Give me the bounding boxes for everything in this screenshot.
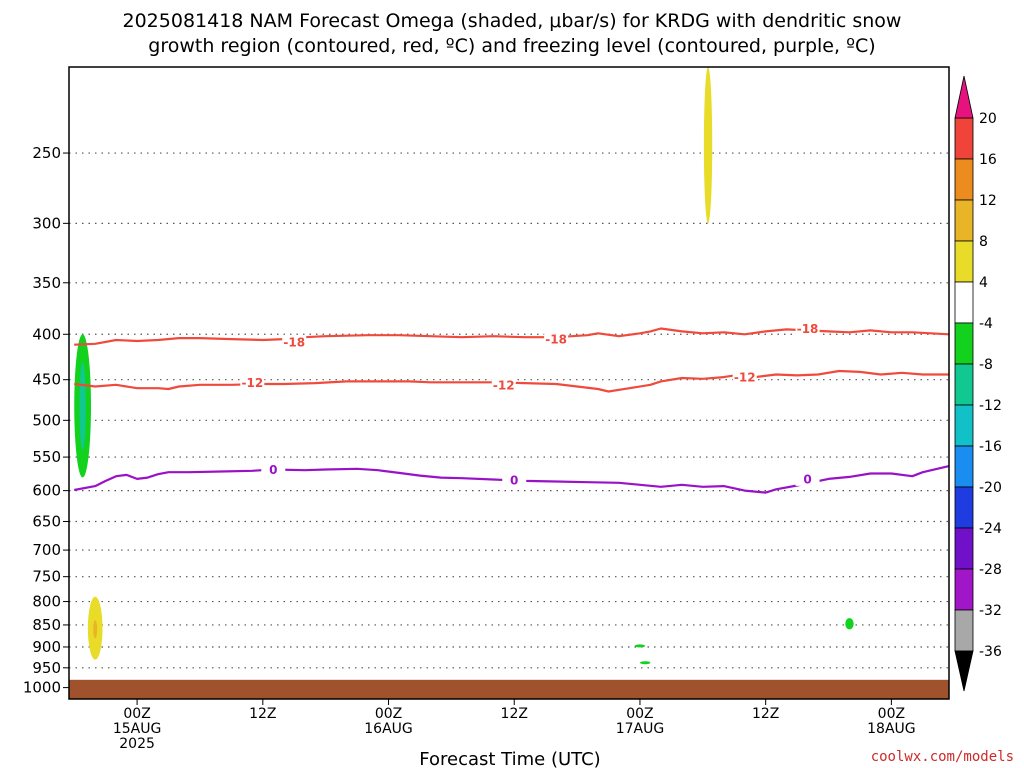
x-tick-label: 12Z: [752, 706, 779, 722]
contour-line: [74, 369, 949, 393]
colorbar-tick-label: -32: [979, 603, 1002, 619]
y-tick-label: 1000: [23, 679, 61, 697]
colorbar-tick-label: -28: [979, 562, 1002, 578]
y-tick-label: 350: [32, 274, 61, 292]
contour-label: 0: [269, 463, 277, 477]
contour-label-bg: [732, 370, 757, 385]
contour-label: -18: [797, 322, 819, 336]
colorbar-tick-label: -4: [979, 316, 993, 332]
colorbar-tick-label: 4: [979, 275, 988, 291]
contour-label: -12: [241, 376, 263, 390]
contour-label: -18: [545, 333, 567, 347]
colorbar-segment: [954, 158, 974, 201]
colorbar-tick-label: 20: [979, 111, 997, 127]
credit-text: coolwx.com/models: [871, 749, 1014, 765]
contour-label-bg: [502, 473, 527, 488]
contour-label: -18: [283, 335, 305, 349]
colorbar-segment: [954, 527, 974, 570]
colorbar-segment: [954, 117, 974, 160]
x-tick-label: 00Z: [878, 706, 905, 722]
y-tick-label: 850: [32, 616, 61, 634]
colorbar-segment: [954, 322, 974, 365]
x-tick-label: 00Z: [375, 706, 402, 722]
y-tick-label: 800: [32, 593, 61, 611]
colorbar-tick-label: -20: [979, 480, 1002, 496]
colorbar-segment: [954, 486, 974, 529]
x-tick-label: 2025: [119, 736, 155, 752]
omega-shade: [703, 67, 713, 224]
y-tick-label: 400: [32, 325, 61, 343]
omega-shade: [634, 644, 646, 648]
colorbar-segment: [954, 199, 974, 242]
contour-labels: -18 -18 -18 -12 -12 -12 0 0 0: [240, 321, 820, 488]
omega-shade: [639, 661, 651, 665]
x-tick-label: 17AUG: [616, 721, 665, 737]
colorbar-segment: [954, 240, 974, 283]
chart-title-line2: growth region (contoured, red, ºC) and f…: [148, 35, 875, 57]
contour-label-bg: [261, 462, 286, 477]
x-tick-label: 15AUG: [113, 721, 162, 737]
x-tick-label: 16AUG: [364, 721, 413, 737]
y-tick-label: 700: [32, 541, 61, 559]
x-tick-label: 18AUG: [867, 721, 916, 737]
colorbar-segment: [954, 363, 974, 406]
colorbar-tick-label: 16: [979, 152, 997, 168]
colorbar-tick-label: -36: [979, 644, 1002, 660]
x-tick-label: 12Z: [501, 706, 528, 722]
colorbar-segment: [954, 445, 974, 488]
colorbar-segment: [954, 281, 974, 324]
colorbar-segment: [954, 404, 974, 447]
contour-label-bg: [282, 334, 307, 349]
colorbar-tick-label: -24: [979, 521, 1002, 537]
omega-shade: [93, 620, 98, 639]
contour-label: 0: [510, 474, 518, 488]
colorbar-segment: [954, 609, 974, 652]
colorbar-tick-label: 8: [979, 234, 988, 250]
y-tick-label: 900: [32, 638, 61, 656]
contour-label: 0: [803, 472, 811, 486]
colorbar: -36 -32 -28 -24 -20 -16 -12 -8 -4 4 8 12 16 20: [954, 75, 1002, 692]
colorbar-high-arrow: [954, 75, 974, 119]
colorbar-tick-label: -16: [979, 439, 1002, 455]
contour-label-bg: [544, 332, 569, 347]
y-tick-label: 300: [32, 214, 61, 232]
y-tick-label: 600: [32, 482, 61, 500]
plot-area: -18 -18 -18 -12 -12 -12 0 0 0: [68, 66, 950, 700]
x-tick-label: 00Z: [123, 706, 150, 722]
colorbar-segment: [954, 568, 974, 611]
omega-shade: [845, 618, 854, 630]
y-tick-label: 450: [32, 371, 61, 389]
y-tick-label: 650: [32, 512, 61, 530]
colorbar-low-arrow: [954, 650, 974, 692]
colorbar-tick-label: -8: [979, 357, 993, 373]
contour-label-bg: [795, 471, 820, 486]
contour-label: -12: [734, 371, 756, 385]
y-tick-label: 950: [32, 659, 61, 677]
chart-title-line1: 2025081418 NAM Forecast Omega (shaded, μ…: [123, 10, 902, 32]
y-axis-ticks: 250 300 350 400 450 500 550 600 650 700 750 800 850 9…: [23, 144, 69, 697]
contour-label-bg: [491, 377, 516, 392]
terrain-below-ground: [69, 679, 949, 699]
y-tick-label: 250: [32, 144, 61, 162]
y-tick-label: 500: [32, 411, 61, 429]
x-tick-label: 00Z: [626, 706, 653, 722]
colorbar-tick-label: -12: [979, 398, 1002, 414]
contour-label-bg: [240, 375, 265, 390]
y-tick-label: 550: [32, 448, 61, 466]
contour-label: -12: [493, 378, 515, 392]
colorbar-tick-label: 12: [979, 193, 997, 209]
contour-label-bg: [795, 321, 820, 336]
x-axis-label: Forecast Time (UTC): [419, 749, 600, 768]
terrain-fill: [69, 679, 949, 699]
y-tick-label: 750: [32, 568, 61, 586]
omega-shade: [79, 362, 86, 450]
x-tick-label: 12Z: [249, 706, 276, 722]
plot-frame: [68, 66, 950, 700]
